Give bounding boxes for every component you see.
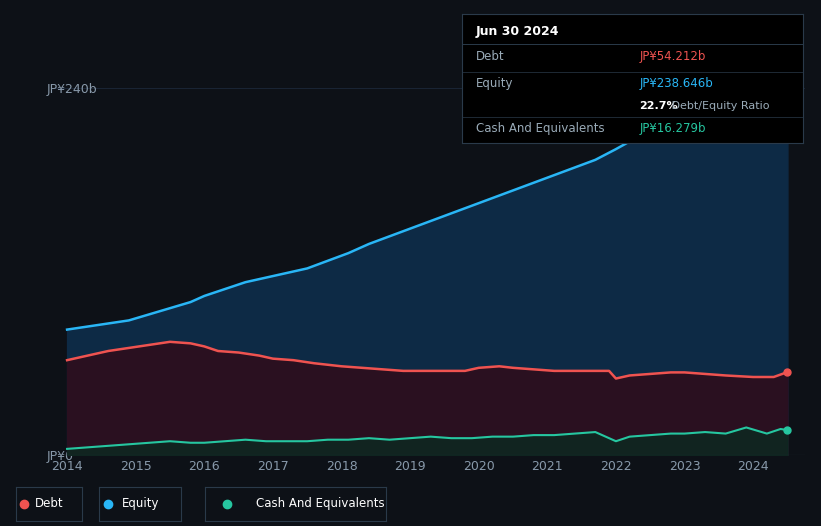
- Text: Cash And Equivalents: Cash And Equivalents: [256, 497, 384, 510]
- Text: Debt/Equity Ratio: Debt/Equity Ratio: [668, 100, 770, 110]
- Text: JP¥238.646b: JP¥238.646b: [640, 77, 713, 90]
- Text: JP¥16.279b: JP¥16.279b: [640, 123, 706, 136]
- Text: JP¥54.212b: JP¥54.212b: [640, 50, 706, 63]
- Text: 22.7%: 22.7%: [640, 100, 678, 110]
- Text: Jun 30 2024: Jun 30 2024: [476, 25, 559, 37]
- Text: Debt: Debt: [34, 497, 63, 510]
- Text: Debt: Debt: [476, 50, 504, 63]
- Text: Equity: Equity: [122, 497, 159, 510]
- Text: Cash And Equivalents: Cash And Equivalents: [476, 123, 604, 136]
- Text: Equity: Equity: [476, 77, 513, 90]
